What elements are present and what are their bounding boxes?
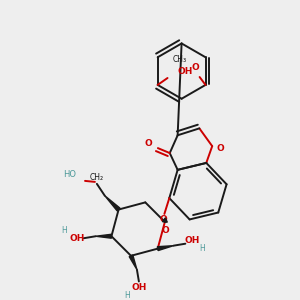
Text: OH: OH	[177, 67, 193, 76]
Polygon shape	[157, 246, 173, 250]
Polygon shape	[162, 218, 167, 222]
Polygon shape	[129, 255, 137, 270]
Text: O: O	[192, 63, 200, 72]
Text: H: H	[199, 244, 205, 253]
Text: O: O	[216, 144, 224, 153]
Polygon shape	[105, 196, 120, 211]
Text: OH: OH	[184, 236, 200, 245]
Text: OH: OH	[69, 234, 85, 243]
Text: HO: HO	[63, 170, 76, 179]
Text: O: O	[160, 215, 167, 224]
Polygon shape	[96, 234, 111, 238]
Text: H: H	[124, 291, 130, 300]
Text: O: O	[144, 139, 152, 148]
Text: CH₂: CH₂	[90, 173, 104, 182]
Text: O: O	[161, 226, 169, 235]
Text: CH₃: CH₃	[173, 55, 187, 64]
Text: OH: OH	[131, 283, 147, 292]
Text: H: H	[61, 226, 67, 235]
